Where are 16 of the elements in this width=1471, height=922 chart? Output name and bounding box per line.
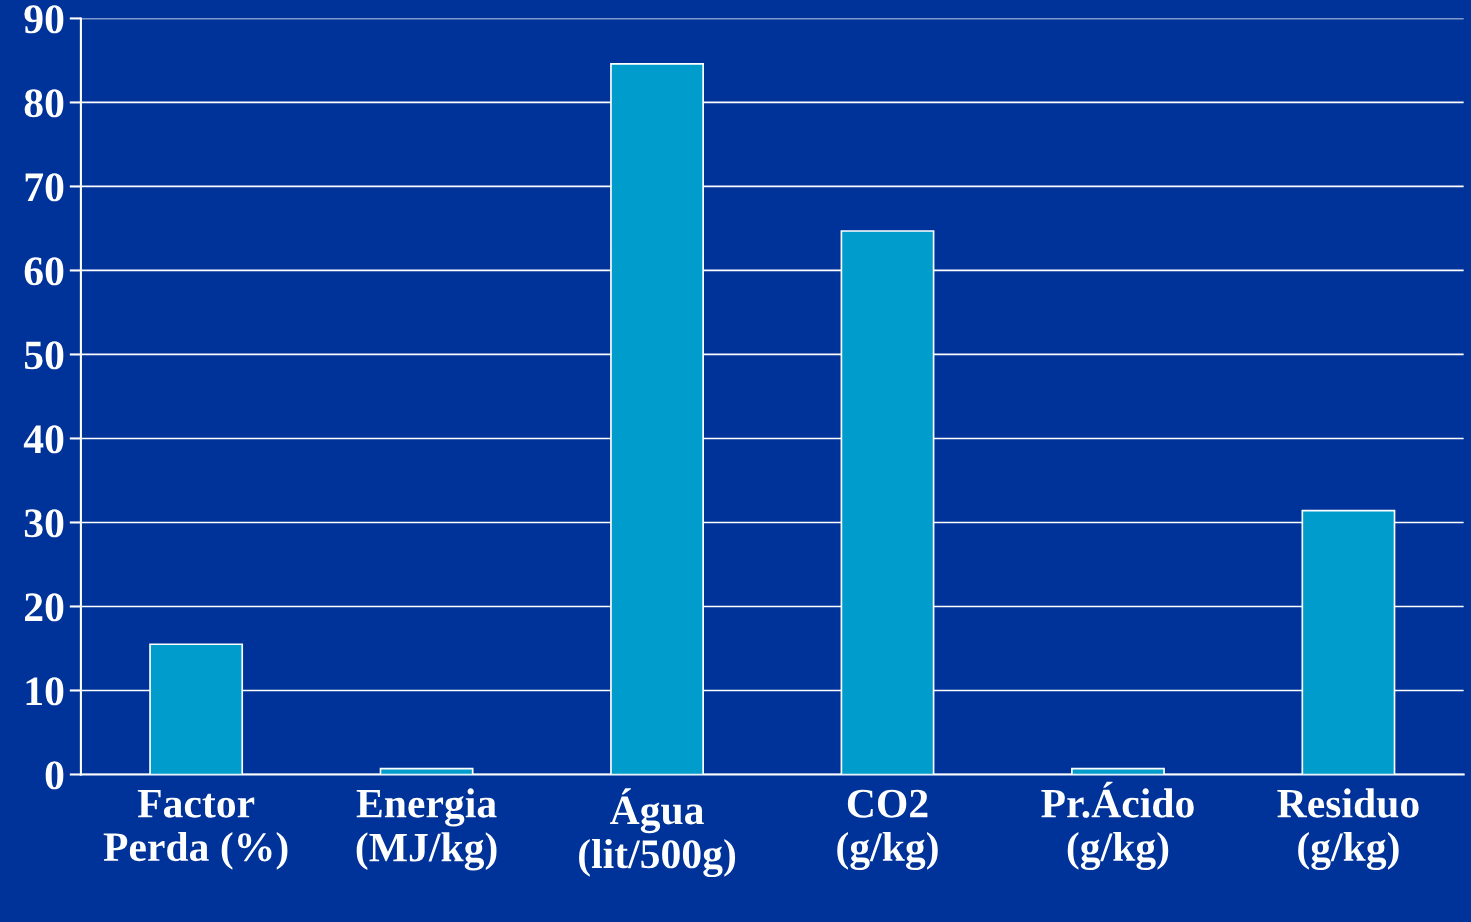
y-tick-label: 40	[23, 425, 64, 454]
x-tick-label: Água (lit/500g)	[579, 788, 736, 878]
y-tick-label: 10	[26, 677, 64, 706]
x-tick-label: CO2 (g/kg)	[837, 789, 938, 871]
x-tick-label: Pr.Ácido (g/kg)	[1041, 781, 1194, 871]
y-tick-label: 20	[25, 593, 64, 622]
y-tick-label: 70	[25, 173, 64, 202]
y-tick-label: 30	[24, 509, 64, 538]
x-tick-label: Energia (MJ/kg)	[356, 788, 497, 871]
y-tick-label: 50	[24, 341, 64, 370]
x-tick-label: Residuo (g/kg)	[1277, 788, 1419, 871]
x-tick-label: Factor Perda (%)	[103, 790, 288, 870]
y-tick-label: 60	[24, 257, 64, 286]
y-tick-label: 90	[24, 5, 64, 34]
y-tick-label: 0	[45, 761, 64, 790]
y-tick-label: 80	[24, 89, 64, 118]
